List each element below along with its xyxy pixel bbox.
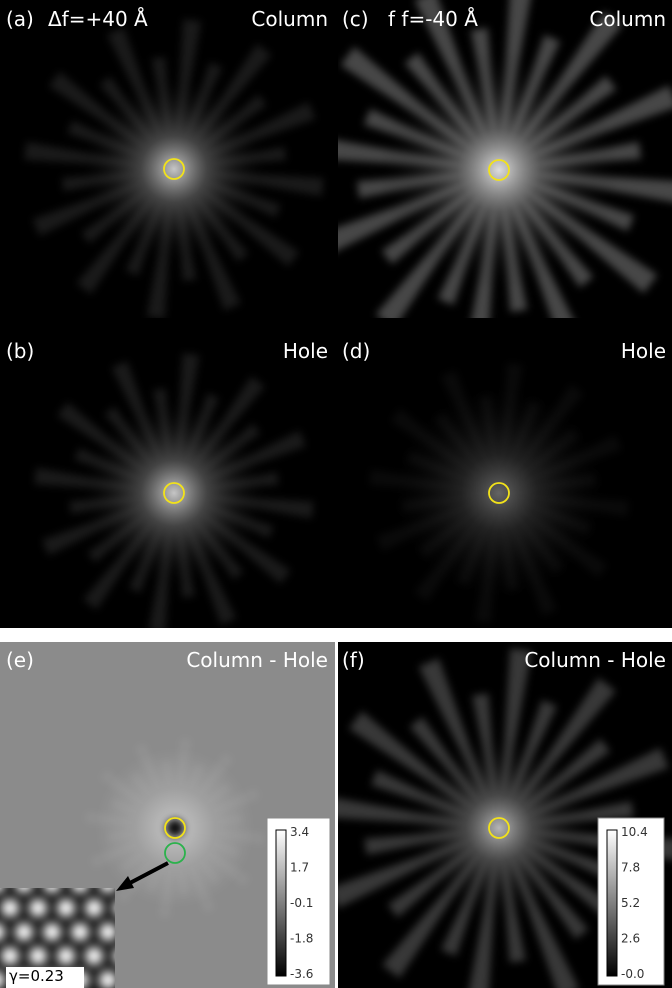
colorbar-label: -3.6 [290, 967, 313, 981]
lattice-spot [1, 899, 19, 917]
lattice-spot [85, 947, 103, 965]
panel-title: Δf=+40 Å [48, 7, 148, 31]
panel-region: Column - Hole [186, 648, 328, 672]
page: γ=0.23 (a) Δf=+40 Å Column (c) f f=-40 Å… [0, 0, 672, 988]
glow [404, 733, 594, 923]
colorbar-label: 5.2 [621, 896, 640, 910]
dark-spot [166, 819, 184, 837]
colorbar-label: 2.6 [621, 932, 640, 946]
colorbar-gradient [276, 830, 286, 976]
panel-label: (e) [6, 648, 34, 672]
colorbar-label: 3.4 [290, 825, 309, 839]
panel-label: (b) [6, 339, 34, 363]
panel-label: (c) [342, 7, 369, 31]
panel-region: Column [251, 7, 328, 31]
colorbar-label: 7.8 [621, 861, 640, 875]
lattice-spot [15, 923, 33, 941]
panel-region: Hole [621, 339, 666, 363]
colorbar-label: -0.1 [290, 896, 313, 910]
figure: γ=0.23 (a) Δf=+40 Å Column (c) f f=-40 Å… [0, 0, 672, 988]
panel-label: (a) [6, 7, 34, 31]
lattice-spot [99, 923, 117, 941]
lattice-spot [1, 947, 19, 965]
glow [79, 74, 269, 264]
panel-label: (f) [342, 648, 365, 672]
glow [79, 398, 269, 588]
lattice-spot [85, 899, 103, 917]
lattice-spot [57, 899, 75, 917]
colorbar-label: 10.4 [621, 825, 648, 839]
lattice-spot [71, 923, 89, 941]
lattice-spot [29, 899, 47, 917]
lattice-spot [29, 947, 47, 965]
lattice-spot [43, 923, 61, 941]
glow [389, 383, 609, 603]
glow [379, 50, 619, 290]
colorbar-label: -1.8 [290, 932, 313, 946]
colorbar-label: -0.0 [621, 967, 644, 981]
panel-region: Column [589, 7, 666, 31]
panel-title: f f=-40 Å [388, 7, 478, 31]
inset-label: γ=0.23 [9, 967, 64, 985]
panel-label: (d) [342, 339, 370, 363]
lattice-spot [57, 947, 75, 965]
colorbar-gradient [607, 830, 617, 976]
colorbar-label: 1.7 [290, 861, 309, 875]
panel-region: Column - Hole [524, 648, 666, 672]
panel-region: Hole [283, 339, 328, 363]
